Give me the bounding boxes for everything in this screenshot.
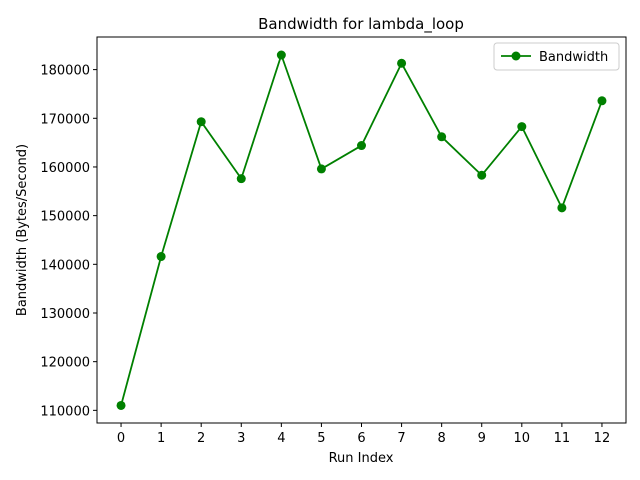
data-point [357, 141, 366, 151]
x-tick-label: 5 [317, 431, 325, 446]
y-tick-label: 120000 [40, 356, 90, 371]
y-tick-label: 160000 [40, 161, 90, 176]
chart-title: Bandwidth for lambda_loop [258, 15, 464, 34]
data-point [116, 400, 126, 410]
x-axis-label: Run Index [329, 451, 394, 466]
legend-entry-bandwidth: Bandwidth [539, 50, 608, 65]
data-point [236, 174, 246, 184]
legend: Bandwidth [493, 42, 620, 71]
x-tick-label: 4 [277, 431, 285, 446]
data-point [316, 164, 326, 174]
x-tick-label: 2 [197, 431, 205, 446]
x-tick-label: 1 [157, 431, 165, 446]
data-point [477, 170, 487, 180]
series-layer [116, 50, 607, 410]
data-point [597, 96, 607, 106]
data-point [196, 117, 206, 127]
plot-frame [96, 36, 627, 424]
y-tick-label: 170000 [40, 112, 90, 127]
x-tick-label: 9 [478, 431, 486, 446]
series-line-bandwidth [120, 54, 603, 406]
y-tick-label: 140000 [40, 258, 90, 273]
x-tick-label: 11 [554, 431, 571, 446]
x-tick-label: 0 [117, 431, 125, 446]
x-tick-label: 3 [237, 431, 245, 446]
x-axis-ticks: 0 1 2 3 4 5 6 7 8 9 10 11 12 [117, 423, 610, 446]
data-point [397, 58, 407, 68]
data-point [156, 252, 166, 262]
y-axis-ticks: 110000 120000 130000 140000 150000 160000 1700… [40, 64, 97, 419]
y-tick-label: 110000 [40, 404, 90, 419]
legend-marker-swatch [511, 51, 521, 61]
data-point [557, 203, 567, 213]
x-tick-label: 10 [514, 431, 531, 446]
x-tick-label: 12 [594, 431, 611, 446]
data-point [517, 122, 527, 132]
y-tick-label: 130000 [40, 307, 90, 322]
y-axis-label: Bandwidth (Bytes/Second) [15, 144, 30, 316]
legend-box [493, 42, 620, 71]
y-tick-label: 150000 [40, 210, 90, 225]
y-tick-label: 180000 [40, 64, 90, 79]
x-tick-label: 8 [438, 431, 446, 446]
data-point [437, 132, 447, 142]
x-tick-label: 7 [397, 431, 405, 446]
x-tick-label: 6 [357, 431, 365, 446]
data-point [276, 50, 286, 60]
